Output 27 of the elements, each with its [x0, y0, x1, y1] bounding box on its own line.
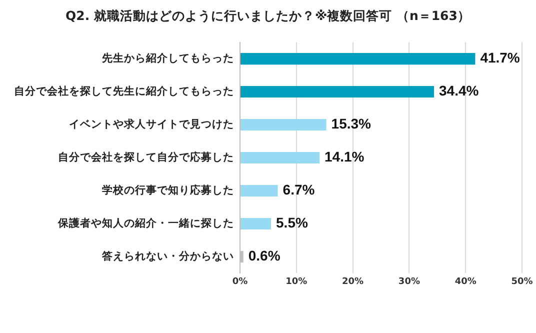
bar [240, 218, 272, 230]
y-tick-label: 自分で会社を探して先生に紹介してもらった [14, 84, 234, 98]
bar [240, 53, 476, 65]
y-tick-label: 先生から紹介してもらった [101, 52, 234, 65]
x-tick-label: 20% [342, 276, 364, 287]
bar [240, 184, 278, 197]
x-tick-label: 40% [454, 276, 476, 287]
x-tick-label: 30% [398, 276, 420, 287]
data-label: 6.7% [282, 182, 316, 198]
y-tick-label: イベントや求人サイトで見つけた [69, 118, 234, 130]
y-tick-label: 自分で会社を探して自分で応募した [58, 150, 234, 164]
y-tick-label: 保護者や知人の紹介・一緒に探した [57, 216, 234, 230]
data-label: 14.1% [324, 148, 365, 165]
data-label: 0.6% [248, 248, 281, 264]
bar [240, 152, 320, 164]
data-label: 15.3% [331, 116, 372, 132]
x-tick-label: 0% [232, 276, 248, 287]
bar [240, 118, 326, 131]
data-label: 34.4% [439, 82, 480, 99]
bar [240, 86, 434, 98]
y-tick-label: 答えられない・分からない [101, 249, 234, 262]
data-label: 41.7% [480, 50, 520, 66]
data-label: 5.5% [276, 214, 308, 231]
y-tick-label: 学校の行事で知り応募した [102, 183, 234, 196]
x-tick-label: 10% [286, 276, 308, 287]
chart-title: Q2. 就職活動はどのように行いましたか？※複数回答可 （n＝163） [64, 8, 472, 25]
x-tick-label: 50% [511, 276, 533, 287]
